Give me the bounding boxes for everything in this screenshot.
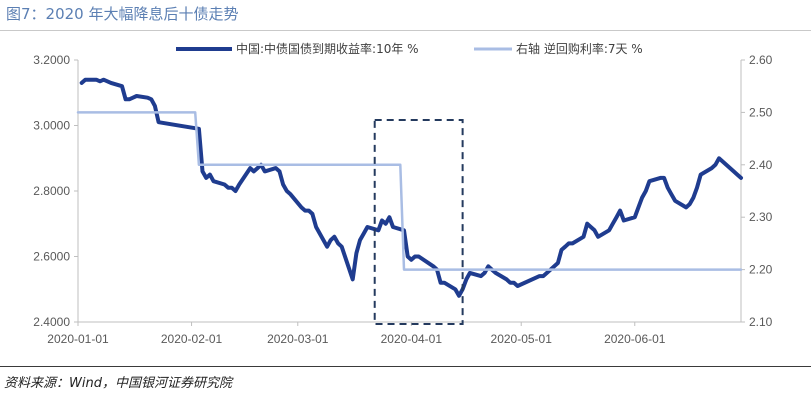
y-left-tick-label: 3.0000 [33,119,70,133]
y-right-tick-label: 2.30 [749,210,773,224]
chart-title: 图7：2020 年大幅降息后十债走势 [6,5,239,23]
x-tick-label: 2020-05-01 [491,332,553,346]
y-left-tick-label: 3.2000 [33,53,70,67]
legend-label-cgb-10y-yield: 中国:中债国债到期收益率:10年 % [236,41,419,56]
x-tick-label: 2020-06-01 [604,332,666,346]
y-right-tick-label: 2.20 [749,263,773,277]
x-tick-label: 2020-03-01 [267,332,329,346]
y-right-tick-label: 2.10 [749,315,773,329]
series-line-reverse-repo-7d [76,111,743,271]
x-tick-label: 2020-01-01 [47,332,109,346]
y-right-tick-label: 2.60 [749,53,773,67]
annotation-dashed-box [373,119,464,325]
y-left-tick-label: 2.4000 [33,315,70,329]
chart: 3.2000 3.0000 2.8000 2.6000 2.4000 2.60 2.50 2.… [33,41,773,346]
y-right-tick-label: 2.40 [749,158,773,172]
y-left-tick-label: 2.8000 [33,184,70,198]
x-tick-label: 2020-04-01 [381,332,443,346]
series-line-cgb-10y-yield [79,77,743,298]
y-left-tick-label: 2.6000 [33,250,70,264]
footer-divider [0,366,811,367]
source-note: 资料来源：Wind，中国银河证券研究院 [4,376,232,391]
y-right-tick-label: 2.50 [749,105,773,119]
x-tick-label: 2020-02-01 [161,332,223,346]
legend-label-reverse-repo-7d: 右轴 逆回购利率:7天 % [516,41,643,56]
title-divider [0,30,811,31]
